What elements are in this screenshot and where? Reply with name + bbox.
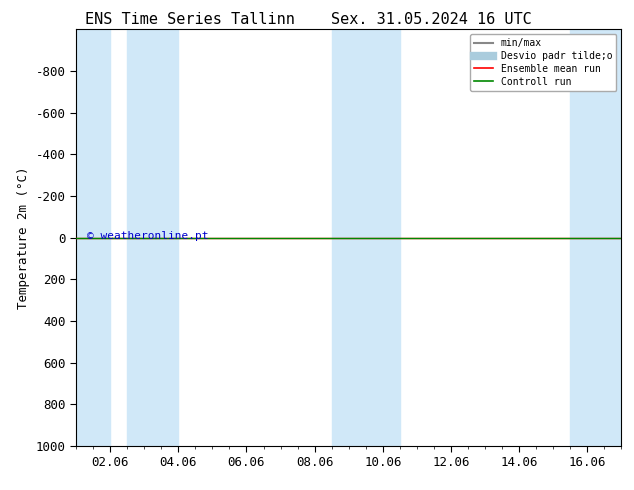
Bar bbox=[127, 29, 178, 446]
Text: Sex. 31.05.2024 16 UTC: Sex. 31.05.2024 16 UTC bbox=[331, 12, 531, 27]
Y-axis label: Temperature 2m (°C): Temperature 2m (°C) bbox=[17, 167, 30, 309]
Bar bbox=[332, 29, 400, 446]
Text: © weatheronline.pt: © weatheronline.pt bbox=[87, 231, 209, 241]
Text: ENS Time Series Tallinn: ENS Time Series Tallinn bbox=[85, 12, 295, 27]
Legend: min/max, Desvio padr tilde;o, Ensemble mean run, Controll run: min/max, Desvio padr tilde;o, Ensemble m… bbox=[470, 34, 616, 91]
Bar bbox=[76, 29, 110, 446]
Bar bbox=[570, 29, 621, 446]
